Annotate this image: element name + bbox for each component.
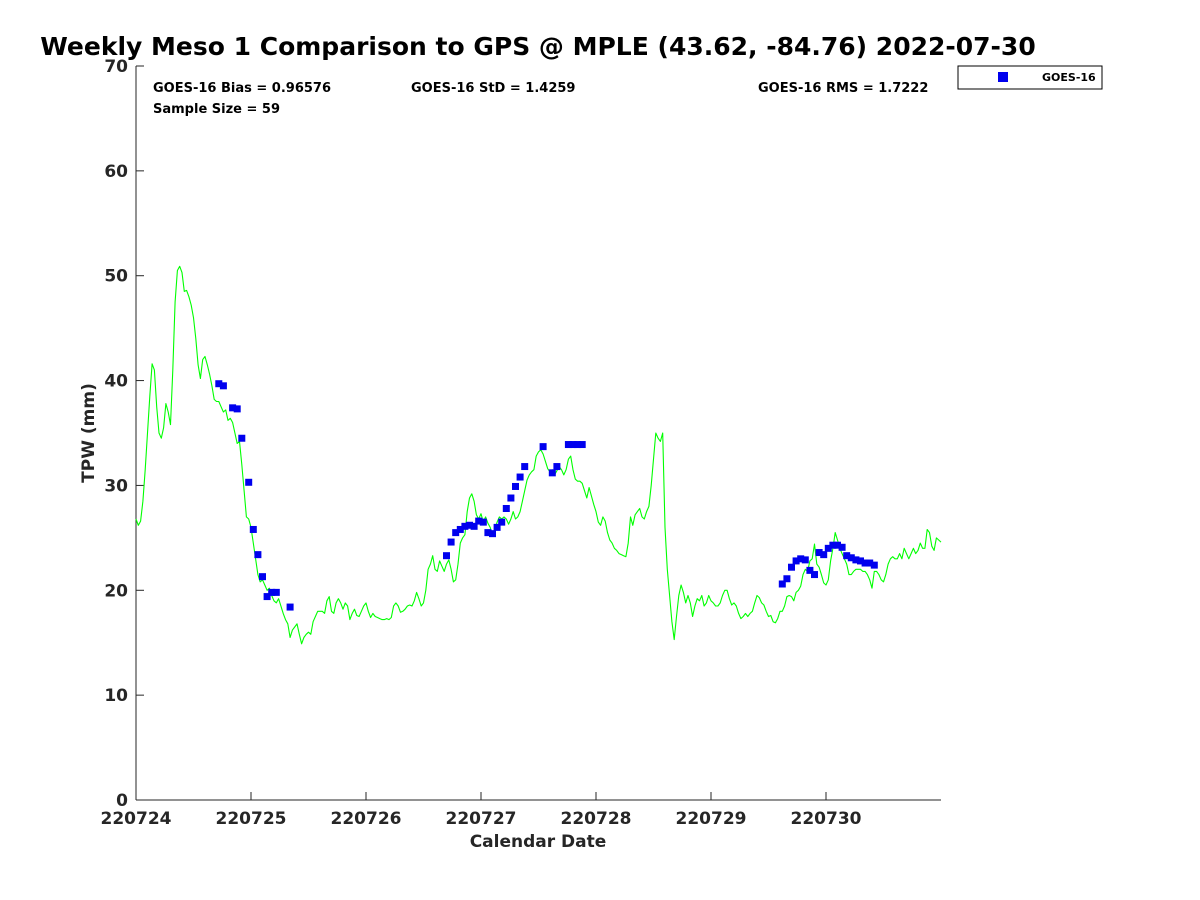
y-tick-label: 10 <box>104 686 128 706</box>
goes16-data-point <box>806 566 814 574</box>
x-tick-label: 220725 <box>216 809 287 829</box>
goes16-data-point <box>233 405 241 413</box>
x-tick-label: 220727 <box>446 809 517 829</box>
goes16-data-point <box>820 551 828 559</box>
y-axis-label: TPW (mm) <box>79 383 99 483</box>
goes16-data-point <box>778 580 786 588</box>
y-tick-label: 50 <box>104 267 128 287</box>
y-tick-label: 30 <box>104 476 128 496</box>
bias-stat: GOES-16 Bias = 0.96576 <box>153 81 331 96</box>
goes16-data-point <box>489 530 496 538</box>
goes16-data-point <box>852 556 860 564</box>
goes16-data-point <box>811 571 818 579</box>
x-tick-label: 220729 <box>676 809 747 829</box>
goes16-data-point <box>829 541 837 549</box>
x-tick-label: 220730 <box>791 809 862 829</box>
goes16-data-point <box>801 556 809 564</box>
legend-box <box>957 65 1103 90</box>
goes16-data-point <box>815 549 823 557</box>
goes16-data-point <box>569 441 577 449</box>
goes16-data-point <box>788 563 795 571</box>
gps-series-line <box>135 265 942 645</box>
goes16-data-point <box>521 463 529 471</box>
goes16-data-point <box>272 588 280 596</box>
goes16-data-point <box>238 434 246 442</box>
goes16-data-point <box>578 441 586 449</box>
goes16-data-point <box>843 552 851 560</box>
goes16-data-point <box>452 529 460 537</box>
goes16-data-point <box>475 517 483 525</box>
goes16-data-point <box>456 525 464 533</box>
y-tick-label: 70 <box>104 57 128 77</box>
goes16-data-point <box>259 573 266 581</box>
goes16-data-point <box>479 518 487 526</box>
goes16-data-point <box>792 557 800 565</box>
goes16-data-point <box>539 443 547 451</box>
gps-line-layer <box>135 265 942 645</box>
goes16-data-point <box>783 575 791 583</box>
goes16-data-point <box>502 504 510 512</box>
std-stat: GOES-16 StD = 1.4259 <box>411 81 575 96</box>
rms-stat: GOES-16 RMS = 1.7222 <box>758 81 928 96</box>
plot-axes: 0 10 20 30 40 50 60 70 220724 220725 220726 220727 2… <box>101 57 941 829</box>
goes16-data-point <box>493 523 501 531</box>
x-tick-label: 220728 <box>561 809 632 829</box>
goes16-data-point <box>564 441 572 449</box>
goes16-data-point <box>498 518 506 526</box>
goes16-data-point <box>507 494 515 502</box>
goes16-data-point <box>516 473 524 481</box>
sample-size-stat: Sample Size = 59 <box>153 102 280 117</box>
goes16-data-point <box>229 404 237 412</box>
goes16-data-point <box>553 463 561 471</box>
legend-label-goes16: GOES-16 <box>1042 71 1096 84</box>
goes16-data-point <box>484 529 492 537</box>
goes-marker-layer <box>215 380 878 611</box>
goes16-data-point <box>866 559 874 567</box>
goes16-data-point <box>249 525 257 533</box>
y-tick-label: 40 <box>104 372 128 392</box>
y-tick-label: 20 <box>104 581 128 601</box>
legend-marker-goes16 <box>998 72 1008 82</box>
goes16-data-point <box>443 552 450 560</box>
x-tick-label: 220724 <box>101 809 172 829</box>
goes16-data-point <box>461 522 469 530</box>
goes16-data-point <box>870 561 878 569</box>
goes16-data-point <box>548 469 556 477</box>
y-tick-label: 0 <box>116 791 128 811</box>
goes16-data-point <box>245 478 253 486</box>
goes16-data-point <box>574 441 582 449</box>
goes16-data-point <box>263 593 271 601</box>
goes16-data-point <box>254 551 262 559</box>
goes16-data-point <box>847 554 855 562</box>
goes16-data-point <box>857 557 864 565</box>
y-tick-label: 60 <box>104 162 128 182</box>
goes16-data-point <box>286 603 294 611</box>
goes16-data-point <box>219 382 227 390</box>
chart-title: Weekly Meso 1 Comparison to GPS @ MPLE (… <box>40 32 1035 61</box>
goes16-data-point <box>512 482 519 490</box>
goes16-data-point <box>447 538 455 546</box>
goes16-data-point <box>215 380 223 388</box>
stats-box: GOES-16 Bias = 0.96576 GOES-16 StD = 1.4… <box>153 81 928 117</box>
goes16-data-point <box>834 541 841 549</box>
goes16-data-point <box>824 544 832 552</box>
legend: GOES-16 <box>957 65 1103 90</box>
x-tick-label: 220726 <box>331 809 402 829</box>
goes16-data-point <box>797 555 805 563</box>
x-axis-label: Calendar Date <box>470 832 607 852</box>
goes16-data-point <box>268 588 276 596</box>
goes16-data-point <box>466 521 473 529</box>
goes16-data-point <box>470 522 478 530</box>
goes16-data-point <box>838 543 846 551</box>
goes16-data-point <box>861 559 869 567</box>
